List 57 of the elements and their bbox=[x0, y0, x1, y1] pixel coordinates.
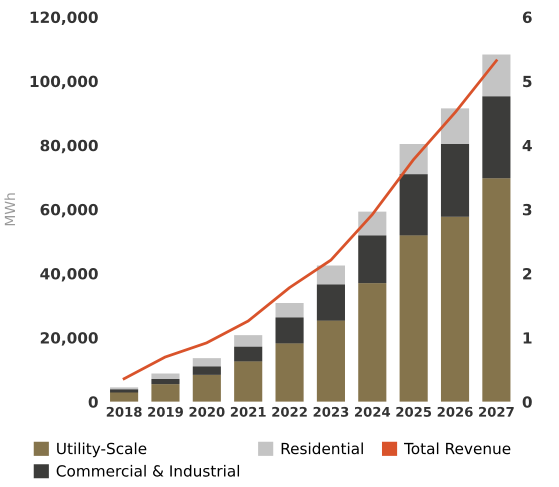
legend-label: Residential bbox=[282, 442, 363, 454]
bar bbox=[192, 374, 221, 402]
y-tick-label: 0 bbox=[88, 396, 98, 408]
bar bbox=[358, 235, 386, 284]
bar bbox=[276, 303, 304, 318]
bar bbox=[482, 54, 510, 96]
bar bbox=[482, 178, 510, 402]
y2-tick-label: 2 bbox=[523, 268, 532, 280]
bar bbox=[316, 320, 345, 402]
y2-tick-label: 4 bbox=[522, 140, 532, 152]
bar bbox=[482, 96, 510, 178]
x-tick-label: 2024 bbox=[354, 406, 390, 417]
y2-tick-label: 0 bbox=[522, 396, 532, 408]
bar bbox=[316, 266, 345, 284]
bar bbox=[110, 389, 138, 392]
bar bbox=[151, 379, 180, 384]
y2-tick-label: 6 bbox=[522, 12, 532, 24]
bar bbox=[234, 361, 262, 402]
bar bbox=[440, 144, 470, 217]
x-tick-label: 2027 bbox=[479, 406, 514, 417]
y-tick-label: 80,000 bbox=[40, 140, 98, 154]
legend-label: Utility-Scale bbox=[57, 442, 146, 458]
x-tick-label: 2019 bbox=[148, 406, 183, 417]
bar bbox=[440, 216, 470, 402]
y2-tick-label: 1 bbox=[524, 332, 532, 344]
x-tick-label: 2020 bbox=[190, 406, 225, 417]
bar bbox=[151, 374, 180, 380]
bar bbox=[400, 174, 428, 236]
y-axis-title: MWh bbox=[4, 193, 15, 226]
x-tick-label: 2018 bbox=[106, 406, 142, 417]
bar bbox=[151, 384, 180, 402]
y-tick-label: 40,000 bbox=[40, 268, 98, 282]
x-tick-label: 2023 bbox=[314, 406, 348, 417]
bar bbox=[192, 366, 221, 375]
y-tick-label: 60,000 bbox=[40, 204, 98, 218]
bar bbox=[234, 346, 262, 362]
bar bbox=[234, 335, 262, 347]
y-tick-label: 20,000 bbox=[40, 332, 98, 346]
bar bbox=[440, 108, 470, 144]
x-tick-label: 2026 bbox=[438, 406, 473, 417]
y-tick-label: 100,000 bbox=[30, 76, 98, 90]
bar bbox=[276, 343, 304, 402]
legend-label: Total Revenue bbox=[404, 442, 510, 454]
x-tick-label: 2021 bbox=[230, 406, 266, 417]
bar bbox=[400, 235, 428, 402]
bar bbox=[358, 283, 386, 402]
y2-tick-label: 5 bbox=[523, 76, 532, 88]
x-tick-label: 2022 bbox=[272, 406, 307, 417]
bar bbox=[276, 317, 304, 344]
bar bbox=[192, 358, 221, 367]
legend-label: Commercial & Industrial bbox=[56, 464, 240, 477]
bar bbox=[110, 392, 138, 402]
bar bbox=[316, 284, 345, 321]
line-series bbox=[122, 59, 498, 380]
y-tick-label: 120,000 bbox=[30, 12, 98, 26]
y2-tick-label: 3 bbox=[522, 204, 532, 216]
x-tick-label: 2025 bbox=[396, 406, 432, 417]
